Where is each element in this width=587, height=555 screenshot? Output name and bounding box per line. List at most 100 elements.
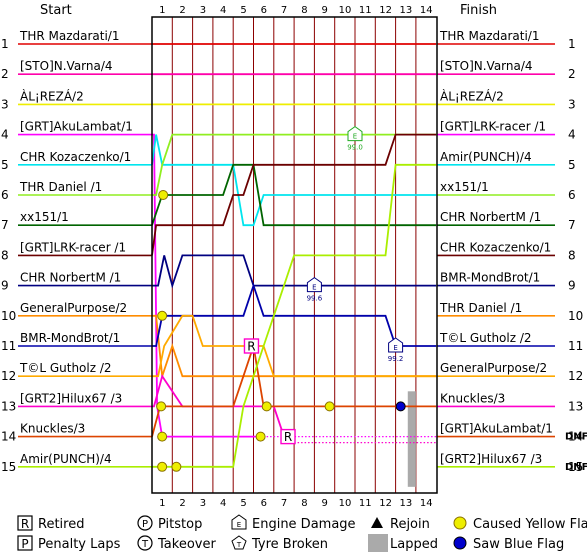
lap-tick-bottom: 4 bbox=[220, 498, 226, 509]
takeover-icon-letter: T bbox=[141, 539, 149, 550]
finish-driver-label: BMR-MondBrot/1 bbox=[440, 271, 540, 285]
finish-driver-label: [GRT2]Hilux67 /3 bbox=[440, 452, 542, 466]
rejoin-icon bbox=[371, 517, 383, 528]
retired-marker bbox=[280, 428, 296, 445]
driver-position-line bbox=[151, 133, 437, 256]
finish-position-number: 2 bbox=[568, 67, 576, 81]
finish-position-number: 14 bbox=[568, 430, 583, 444]
driver-position-line bbox=[152, 133, 260, 438]
tyre-broken-icon-letter: T bbox=[236, 541, 242, 549]
finish-position-number: 3 bbox=[568, 97, 576, 111]
start-position-number: 3 bbox=[1, 97, 9, 111]
yellow-flag-marker bbox=[324, 401, 335, 412]
lap-tick-top: 12 bbox=[379, 5, 392, 16]
yellow-flag-marker bbox=[158, 190, 169, 200]
finish-driver-label: CHR Kozaczenko/1 bbox=[440, 240, 551, 254]
finish-driver-label: T©L Gutholz /2 bbox=[439, 331, 532, 345]
start-position-number: 10 bbox=[1, 309, 16, 323]
driver-lines bbox=[151, 43, 437, 468]
start-position-number: 14 bbox=[1, 430, 16, 444]
lap-tick-top: 14 bbox=[420, 5, 433, 16]
engine-damage-letter: E bbox=[312, 284, 316, 292]
start-position-number: 7 bbox=[1, 218, 9, 232]
yellow-flag-marker bbox=[255, 431, 266, 442]
start-driver-label: CHR NorbertM /1 bbox=[20, 271, 121, 285]
start-driver-label: [GRT]LRK-racer /1 bbox=[20, 240, 126, 254]
legend-label: Pitstop bbox=[158, 517, 202, 532]
start-position-number: 11 bbox=[1, 339, 16, 353]
legend: R Retired P Pitstop E Engine Damage Rejoin Caus… bbox=[17, 514, 587, 552]
lap-tick-bottom: 8 bbox=[301, 498, 307, 509]
finish-driver-label: [STO]N.Varna/4 bbox=[440, 59, 533, 73]
start-driver-label: [STO]N.Varna/4 bbox=[20, 59, 113, 73]
lap-tick-bottom: 13 bbox=[400, 498, 413, 509]
yellow-flag-marker bbox=[157, 461, 168, 472]
lap-tick-top: 7 bbox=[281, 5, 287, 16]
dnf-label: DNF bbox=[565, 462, 587, 473]
finish-position-number: 12 bbox=[568, 369, 583, 383]
driver-position-line bbox=[152, 314, 437, 378]
legend-label: Lapped bbox=[390, 537, 438, 552]
finish-position-number: 10 bbox=[568, 309, 583, 323]
finish-driver-label: xx151/1 bbox=[440, 180, 489, 194]
start-position-number: 13 bbox=[1, 399, 16, 413]
retired-icon-letter: R bbox=[21, 517, 29, 531]
legend-label: Saw Blue Flag bbox=[473, 537, 564, 552]
driver-position-line bbox=[152, 254, 437, 289]
lap-tick-bottom: 2 bbox=[179, 498, 185, 509]
retired-icon bbox=[17, 515, 33, 531]
lap-tick-top: 3 bbox=[200, 5, 206, 16]
lapped-region bbox=[407, 391, 416, 487]
penalty-icon-letter: P bbox=[21, 537, 28, 551]
lap-tick-bottom: 14 bbox=[420, 498, 433, 509]
driver-position-line bbox=[152, 163, 437, 468]
legend-label: Rejoin bbox=[390, 517, 430, 532]
legend-label: Engine Damage bbox=[252, 517, 356, 532]
finish-driver-label: Knuckles/3 bbox=[440, 391, 505, 405]
start-position-number: 12 bbox=[1, 369, 16, 383]
legend-label: Caused Yellow Flag bbox=[473, 517, 587, 532]
engine-damage-label: 99.6 bbox=[307, 295, 323, 303]
lap-tick-bottom: 5 bbox=[240, 498, 246, 509]
engine-damage-letter: E bbox=[353, 133, 357, 141]
driver-position-line bbox=[152, 282, 437, 347]
finish-driver-label: [GRT]AkuLambat/1 bbox=[440, 422, 553, 436]
start-driver-label: [GRT2]Hilux67 /3 bbox=[20, 391, 122, 405]
start-driver-label: BMR-MondBrot/1 bbox=[20, 331, 120, 345]
finish-position-number: 8 bbox=[568, 248, 576, 262]
driver-position-line bbox=[152, 314, 437, 378]
engine-damage-marker bbox=[306, 276, 322, 293]
event-markers: E 99.0 E 99.6 E 99.2 R R bbox=[156, 125, 406, 472]
takeover-icon bbox=[137, 535, 153, 551]
start-driver-label: ÀL¡REZÁ/2 bbox=[20, 88, 84, 103]
lap-tick-top: 10 bbox=[339, 5, 352, 16]
start-driver-label: THR Mazdarati/1 bbox=[19, 29, 120, 43]
yellow-flag-marker bbox=[261, 401, 272, 412]
lap-tick-bottom: 6 bbox=[261, 498, 267, 509]
start-driver-label: Amir(PUNCH)/4 bbox=[20, 452, 112, 466]
lap-tick-top: 2 bbox=[179, 5, 185, 16]
pitstop-icon-letter: P bbox=[142, 519, 148, 530]
dnf-label: DNF bbox=[565, 432, 587, 443]
legend-label: Takeover bbox=[157, 537, 216, 552]
lapped-icon bbox=[368, 534, 388, 552]
lap-tick-bottom: 1 bbox=[159, 498, 165, 509]
lap-tick-bottom: 9 bbox=[322, 498, 328, 509]
engine-damage-label: 99.0 bbox=[347, 144, 363, 152]
engine-damage-letter: E bbox=[393, 344, 397, 352]
engine-damage-icon bbox=[231, 514, 247, 530]
finish-position-number: 11 bbox=[568, 339, 583, 353]
finish-driver-label: THR Mazdarati/1 bbox=[439, 29, 540, 43]
lap-tick-top: 9 bbox=[322, 5, 328, 16]
finish-header: Finish bbox=[460, 3, 497, 18]
yellow-flag-marker bbox=[157, 310, 168, 321]
start-driver-label: Knuckles/3 bbox=[20, 422, 85, 436]
finish-driver-label: GeneralPurpose/2 bbox=[440, 361, 547, 375]
lap-tick-bottom: 12 bbox=[379, 498, 392, 509]
legend-label: Penalty Laps bbox=[38, 537, 121, 552]
finish-driver-label: THR Daniel /1 bbox=[439, 301, 522, 315]
finish-driver-label: [GRT]LRK-racer /1 bbox=[440, 120, 546, 134]
driver-position-line bbox=[152, 133, 437, 196]
